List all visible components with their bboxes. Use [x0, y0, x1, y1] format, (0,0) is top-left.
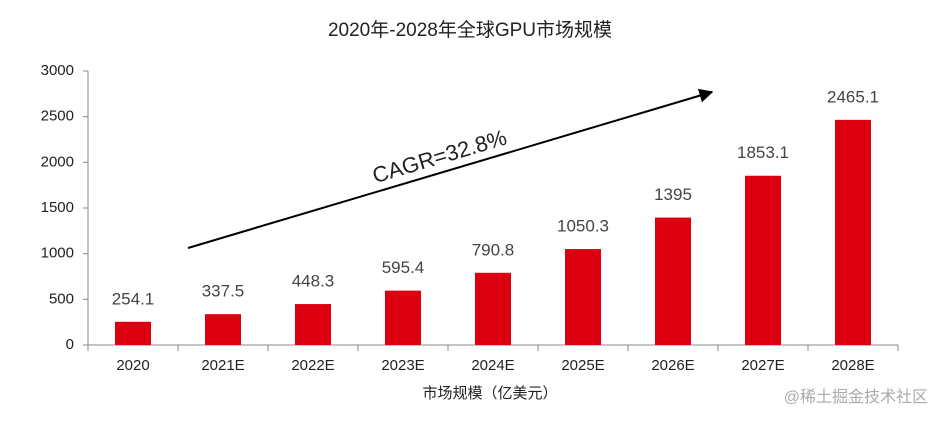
data-label: 595.4 — [382, 258, 425, 277]
bar — [655, 217, 691, 345]
bar — [385, 290, 421, 345]
bar — [295, 304, 331, 345]
annotation: CAGR=32.8% — [369, 125, 509, 189]
x-tick-label: 2022E — [291, 357, 334, 374]
x-tick-label: 2028E — [831, 357, 874, 374]
data-label: 448.3 — [292, 272, 335, 291]
x-tick-label: 2025E — [561, 357, 604, 374]
data-label: 1050.3 — [557, 217, 609, 236]
y-tick-label: 1500 — [41, 199, 74, 216]
data-label: 254.1 — [112, 289, 155, 308]
x-tick-label: 2027E — [741, 357, 784, 374]
bar — [565, 249, 601, 345]
chart-title: 2020年-2028年全球GPU市场规模 — [328, 19, 612, 41]
trend-arrow — [187, 88, 714, 249]
y-tick-label: 1000 — [41, 245, 74, 262]
y-tick-label: 3000 — [41, 62, 74, 79]
x-tick-label: 2024E — [471, 357, 514, 374]
y-tick-label: 2000 — [41, 153, 74, 170]
bar — [475, 272, 511, 345]
bar — [745, 175, 781, 345]
x-tick-label: 2026E — [651, 357, 694, 374]
bar — [205, 314, 241, 345]
y-tick-label: 0 — [66, 336, 74, 353]
y-tick-label: 2500 — [41, 108, 74, 125]
x-tick-label: 2020 — [116, 357, 149, 374]
watermark: @稀土掘金技术社区 — [784, 388, 928, 406]
data-label: 337.5 — [202, 282, 245, 301]
x-axis-label: 市场规模（亿美元） — [422, 385, 557, 402]
data-label: 1853.1 — [737, 143, 789, 162]
data-label: 1395 — [654, 185, 692, 204]
y-tick-label: 500 — [49, 290, 74, 307]
bar — [115, 321, 151, 345]
x-tick-label: 2021E — [201, 357, 244, 374]
x-tick-label: 2023E — [381, 357, 424, 374]
data-label: 2465.1 — [827, 87, 879, 106]
data-label: 790.8 — [472, 240, 515, 259]
bar — [835, 119, 871, 345]
